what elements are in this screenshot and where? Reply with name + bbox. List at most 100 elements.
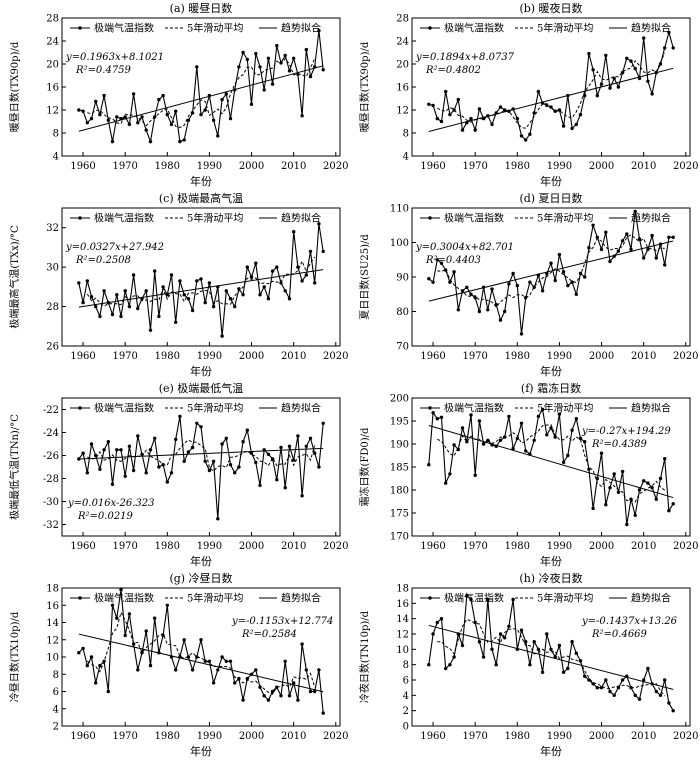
x-tick-label-b: 1970 — [462, 161, 487, 172]
data-point-e — [89, 442, 94, 446]
data-point-g — [174, 668, 178, 672]
data-point-b — [608, 86, 612, 90]
data-point-h — [650, 682, 654, 686]
data-point-g — [136, 668, 140, 672]
data-point-c — [178, 279, 182, 283]
panel-f: (f) 霜冻日数 1960 1970 1980 1990 2000 2010 2020 年份 17… — [350, 380, 700, 570]
data-point-a — [228, 116, 233, 121]
data-point-g — [233, 681, 237, 685]
data-point-d — [460, 289, 465, 293]
data-point-d — [503, 309, 507, 314]
data-point-d — [587, 246, 591, 250]
data-point-f — [599, 451, 604, 455]
data-point-a — [249, 102, 254, 107]
y-tick-label-f: 195 — [390, 417, 409, 428]
data-point-b — [427, 102, 431, 107]
data-point-g — [186, 655, 191, 659]
data-point-d — [435, 258, 439, 262]
legend-index-marker — [78, 596, 82, 600]
y-axis-label-f: 霜冻日数(FD0)/d — [358, 427, 371, 506]
x-tick-label-a: 1960 — [70, 161, 95, 172]
data-point-f — [646, 481, 650, 485]
data-point-e — [241, 440, 245, 444]
data-point-d — [532, 285, 536, 289]
x-tick-label-d: 1970 — [462, 351, 487, 362]
legend-trend-label: 趋势拟合 — [631, 592, 671, 605]
data-point-f — [486, 438, 490, 442]
data-point-f — [540, 407, 545, 412]
data-point-h — [431, 632, 435, 636]
trend-line-c — [78, 269, 324, 308]
data-point-g — [262, 694, 266, 698]
trend-line-b — [428, 67, 674, 132]
data-point-c — [292, 230, 296, 234]
data-point-b — [481, 116, 486, 121]
data-point-h — [654, 689, 658, 694]
data-point-b — [646, 79, 650, 84]
data-point-a — [178, 139, 182, 144]
data-point-a — [174, 109, 178, 113]
y-tick-label-h: 12 — [396, 630, 409, 641]
legend-a: 极端气温指数 5年滑动平均 趋势拟合 — [70, 22, 321, 35]
data-point-c — [165, 293, 169, 297]
data-point-a — [254, 51, 258, 56]
data-point-h — [604, 678, 608, 682]
data-point-f — [625, 522, 629, 527]
x-axis-label-e: 年份 — [190, 554, 212, 568]
y-tick-label-e: -22 — [43, 405, 59, 416]
x-tick-label-h: 2020 — [673, 731, 698, 742]
data-point-e — [94, 453, 98, 458]
data-point-a — [89, 116, 94, 121]
data-point-f — [511, 446, 515, 451]
data-point-g — [148, 663, 153, 668]
x-tick-label-e: 1980 — [155, 541, 180, 552]
x-tick-label-e: 2020 — [323, 541, 348, 552]
data-point-b — [557, 108, 562, 112]
data-point-a — [110, 139, 115, 144]
data-point-a — [123, 115, 127, 119]
data-point-g — [115, 616, 119, 620]
data-point-a — [292, 56, 296, 60]
index-line-a — [78, 30, 324, 144]
data-point-h — [439, 617, 444, 621]
data-point-a — [85, 121, 90, 125]
data-point-c — [308, 249, 313, 254]
x-tick-label-b: 1960 — [420, 161, 445, 172]
data-point-c — [296, 265, 300, 269]
chart-title-b: (b) 暖夜日数 — [519, 1, 582, 15]
data-point-h — [583, 674, 587, 678]
y-tick-label-c: 32 — [46, 223, 59, 234]
data-point-c — [81, 300, 85, 305]
data-point-a — [140, 115, 144, 119]
y-tick-label-e: -32 — [43, 520, 59, 531]
y-tick-label-d: 110 — [390, 204, 409, 215]
data-point-b — [553, 109, 557, 113]
panel-d: (d) 夏日日数 1960 1970 1980 1990 2000 2010 2020 年份 70… — [350, 190, 700, 380]
y-tick-label-g: 18 — [46, 584, 59, 595]
data-point-b — [507, 109, 511, 113]
data-point-b — [448, 112, 452, 117]
legend-trend-label: 趋势拟合 — [281, 212, 321, 225]
data-point-f — [642, 479, 646, 483]
x-tick-label-e: 1970 — [112, 541, 137, 552]
data-point-a — [77, 108, 81, 112]
data-point-e — [136, 434, 140, 438]
data-point-b — [671, 46, 675, 50]
r-squared-c: R²=0.2508 — [75, 255, 131, 266]
data-point-d — [599, 247, 604, 252]
legend-index-label: 极端气温指数 — [444, 22, 504, 35]
data-point-d — [595, 235, 599, 239]
data-point-e — [195, 421, 199, 425]
data-point-h — [473, 620, 477, 625]
moving-average-line-e — [87, 439, 316, 472]
data-point-h — [511, 597, 515, 602]
data-point-c — [85, 279, 90, 283]
x-axis-label-g: 年份 — [190, 744, 212, 758]
data-point-f — [591, 506, 595, 511]
data-point-a — [165, 112, 169, 117]
data-point-h — [536, 647, 541, 651]
r-squared-g: R²=0.2584 — [241, 629, 297, 640]
trend-line-a — [78, 65, 324, 132]
data-point-d — [629, 247, 633, 252]
data-point-d — [469, 292, 473, 296]
